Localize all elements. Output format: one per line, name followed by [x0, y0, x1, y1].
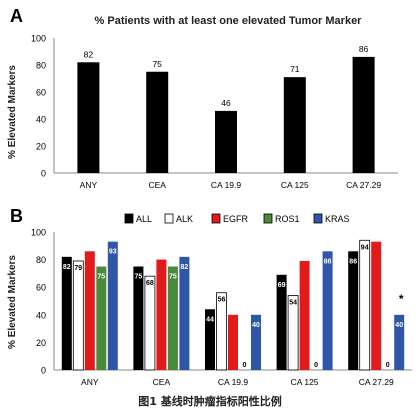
- panel-b-bar-kras: [179, 256, 190, 370]
- panel-a-letter: A: [10, 6, 23, 26]
- panel-b-data-label: 86: [324, 258, 332, 265]
- panel-b-bar-all: [276, 274, 287, 370]
- panel-b-bar-kras: [107, 241, 118, 370]
- legend-swatch-alk: [164, 213, 174, 224]
- panel-b-data-label: 69: [278, 282, 286, 289]
- panel-b-annotation: *: [399, 292, 404, 306]
- panel-a-y-tick-label: 0: [41, 169, 46, 179]
- legend-swatch-ros1: [263, 213, 273, 224]
- panel-b-data-label: 0: [314, 362, 318, 369]
- panel-b-data-label: 56: [218, 297, 226, 304]
- panel-b-data-label: 75: [169, 274, 177, 281]
- panel-b-bar-alk: [216, 292, 227, 371]
- panel-b-data-label: 82: [63, 264, 71, 271]
- panel-b-x-tick-label: ANY: [81, 377, 99, 387]
- panel-a-bar: [77, 62, 100, 173]
- panel-b-y-tick-label: 60: [36, 283, 46, 293]
- panel-b-bar-alk: [72, 260, 84, 371]
- panel-a-x-tick-label: CEA: [148, 180, 166, 190]
- panel-a-x-tick-label: CA 125: [281, 180, 309, 190]
- legend-label-all: ALL: [136, 214, 152, 224]
- panel-a-bar: [352, 56, 375, 173]
- panel-a-bar: [146, 71, 169, 173]
- legend-label-kras: KRAS: [325, 214, 350, 224]
- panel-a-data-label: 71: [290, 64, 300, 74]
- panel-a-ylabel: % Elevated Markers: [7, 65, 18, 159]
- panel-b-data-label: 40: [395, 322, 403, 329]
- panel-b-y-tick-label: 80: [36, 255, 46, 265]
- panel-b-bar-kras: [394, 314, 405, 370]
- figure-caption: 图1 基线时肿瘤指标阳性比例: [138, 395, 282, 408]
- panel-b-bar-ros1: [96, 266, 107, 370]
- panel-b-bar-ros1: [167, 266, 178, 370]
- panel-b-bar-egfr: [228, 314, 238, 370]
- panel-b-bar-all: [133, 266, 144, 370]
- panel-b-bar-kras: [251, 314, 261, 370]
- panel-b-bar-egfr: [371, 241, 382, 370]
- panel-b-bar-all: [61, 256, 72, 370]
- panel-a-bar: [215, 110, 237, 173]
- panel-b-data-label: 86: [349, 258, 357, 265]
- panel-b-ylabel: % Elevated Markers: [7, 255, 18, 349]
- panel-b-data-label: 82: [181, 264, 189, 271]
- panel-a-y-tick-label: 20: [36, 142, 46, 152]
- panel-b-x-tick-label: CEA: [153, 377, 171, 387]
- legend-swatch-all: [124, 213, 134, 224]
- panel-b-data-label: 0: [243, 362, 247, 369]
- panel-b-data-label: 54: [289, 299, 297, 306]
- panel-a-y-tick-label: 40: [36, 115, 46, 125]
- panel-b-data-label: 68: [146, 280, 154, 287]
- panel-a-y-tick-label: 60: [36, 88, 46, 98]
- panel-b-bar-all: [205, 309, 215, 370]
- panel-b-bar-alk: [359, 239, 371, 371]
- panel-a-bar: [283, 77, 306, 173]
- panel-b-bar-all: [348, 251, 359, 370]
- panel-b-y-tick-label: 0: [41, 366, 46, 376]
- panel-a-data-label: 82: [84, 49, 94, 59]
- panel-a-y-tick-label: 100: [31, 34, 46, 44]
- panel-a-data-label: 46: [221, 98, 231, 108]
- panel-a-x-tick-label: CA 19.9: [211, 180, 242, 190]
- panel-b-bar-kras: [322, 251, 333, 370]
- legend-label-alk: ALK: [176, 214, 193, 224]
- legend-swatch-kras: [313, 213, 323, 224]
- panel-b-data-label: 79: [74, 265, 82, 272]
- panel-a-x-tick-label: CA 27.29: [346, 180, 381, 190]
- panel-b-bar-egfr: [299, 260, 310, 370]
- panel-b-data-label: 44: [206, 316, 214, 323]
- panel-b-data-label: 0: [386, 362, 390, 369]
- legend-swatch-egfr: [211, 213, 221, 224]
- panel-a-chart: 0 20 40 60 80 100 82 ANY 75 CEA 46 CA 19.9 71 CA 125 8…: [31, 34, 398, 190]
- panel-b-data-label: 40: [252, 322, 260, 329]
- panel-b-bar-alk: [287, 295, 299, 371]
- panel-b-legend: ALL ALK EGFR ROS1 KRAS: [124, 213, 350, 224]
- panel-b-letter: B: [10, 206, 23, 226]
- panel-a-data-label: 86: [359, 44, 369, 54]
- panel-b-data-label: 94: [361, 244, 369, 251]
- panel-b-data-label: 75: [135, 274, 143, 281]
- panel-a-y-tick-label: 80: [36, 61, 46, 71]
- panel-b-x-tick-label: CA 125: [291, 377, 319, 387]
- panel-b-y-tick-label: 40: [36, 310, 46, 320]
- panel-b-y-tick-label: 20: [36, 338, 46, 348]
- panel-a-x-tick-label: ANY: [80, 180, 98, 190]
- panel-a-title: % Patients with at least one elevated Tu…: [95, 15, 363, 27]
- panel-b-data-label: 75: [97, 274, 105, 281]
- legend-label-ros1: ROS1: [275, 214, 300, 224]
- panel-b-bar-alk: [144, 275, 156, 371]
- panel-b-x-tick-label: CA 27.29: [359, 377, 394, 387]
- panel-b-y-tick-label: 100: [31, 228, 46, 238]
- panel-a-data-label: 75: [152, 59, 162, 69]
- panel-b-bar-egfr: [84, 251, 95, 370]
- panel-b-data-label: 93: [109, 249, 117, 256]
- panel-b-bar-egfr: [156, 259, 167, 370]
- legend-label-egfr: EGFR: [223, 214, 249, 224]
- panel-b-x-tick-label: CA 19.9: [218, 377, 249, 387]
